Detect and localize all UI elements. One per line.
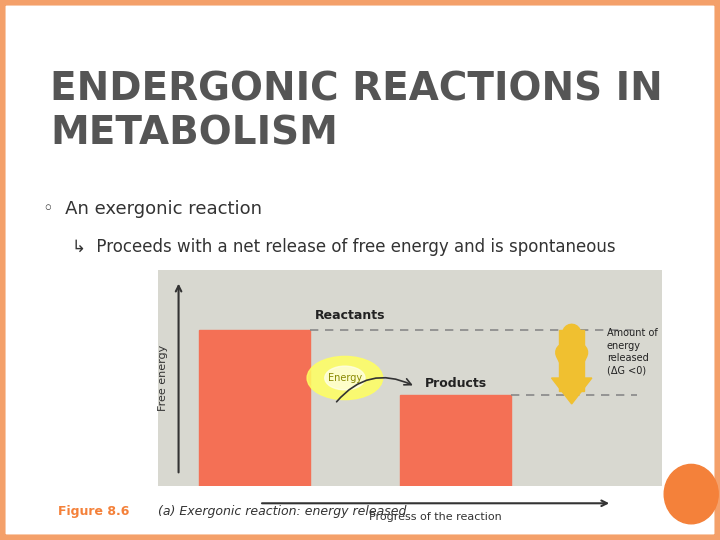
Text: Progress of the reaction: Progress of the reaction: [369, 512, 502, 522]
Text: Energy: Energy: [328, 373, 362, 383]
Ellipse shape: [307, 356, 383, 400]
FancyArrowPatch shape: [336, 377, 411, 402]
Text: Free energy: Free energy: [158, 345, 168, 411]
Text: (a) Exergonic reaction: energy released: (a) Exergonic reaction: energy released: [158, 505, 407, 518]
Text: Products: Products: [425, 376, 487, 390]
Text: ◦  An exergonic reaction: ◦ An exergonic reaction: [43, 200, 262, 218]
Text: Figure 8.6: Figure 8.6: [58, 505, 129, 518]
Text: ↳  Proceeds with a net release of free energy and is spontaneous: ↳ Proceeds with a net release of free en…: [72, 238, 616, 255]
Bar: [559, 330, 585, 391]
Bar: [199, 330, 310, 486]
Polygon shape: [552, 378, 592, 404]
Text: ENDERGONIC REACTIONS IN
METABOLISM: ENDERGONIC REACTIONS IN METABOLISM: [50, 70, 663, 152]
Bar: [400, 395, 511, 486]
Text: Amount of
energy
released
(ΔG <0): Amount of energy released (ΔG <0): [607, 328, 657, 376]
Ellipse shape: [325, 366, 365, 390]
Text: Reactants: Reactants: [315, 309, 385, 322]
